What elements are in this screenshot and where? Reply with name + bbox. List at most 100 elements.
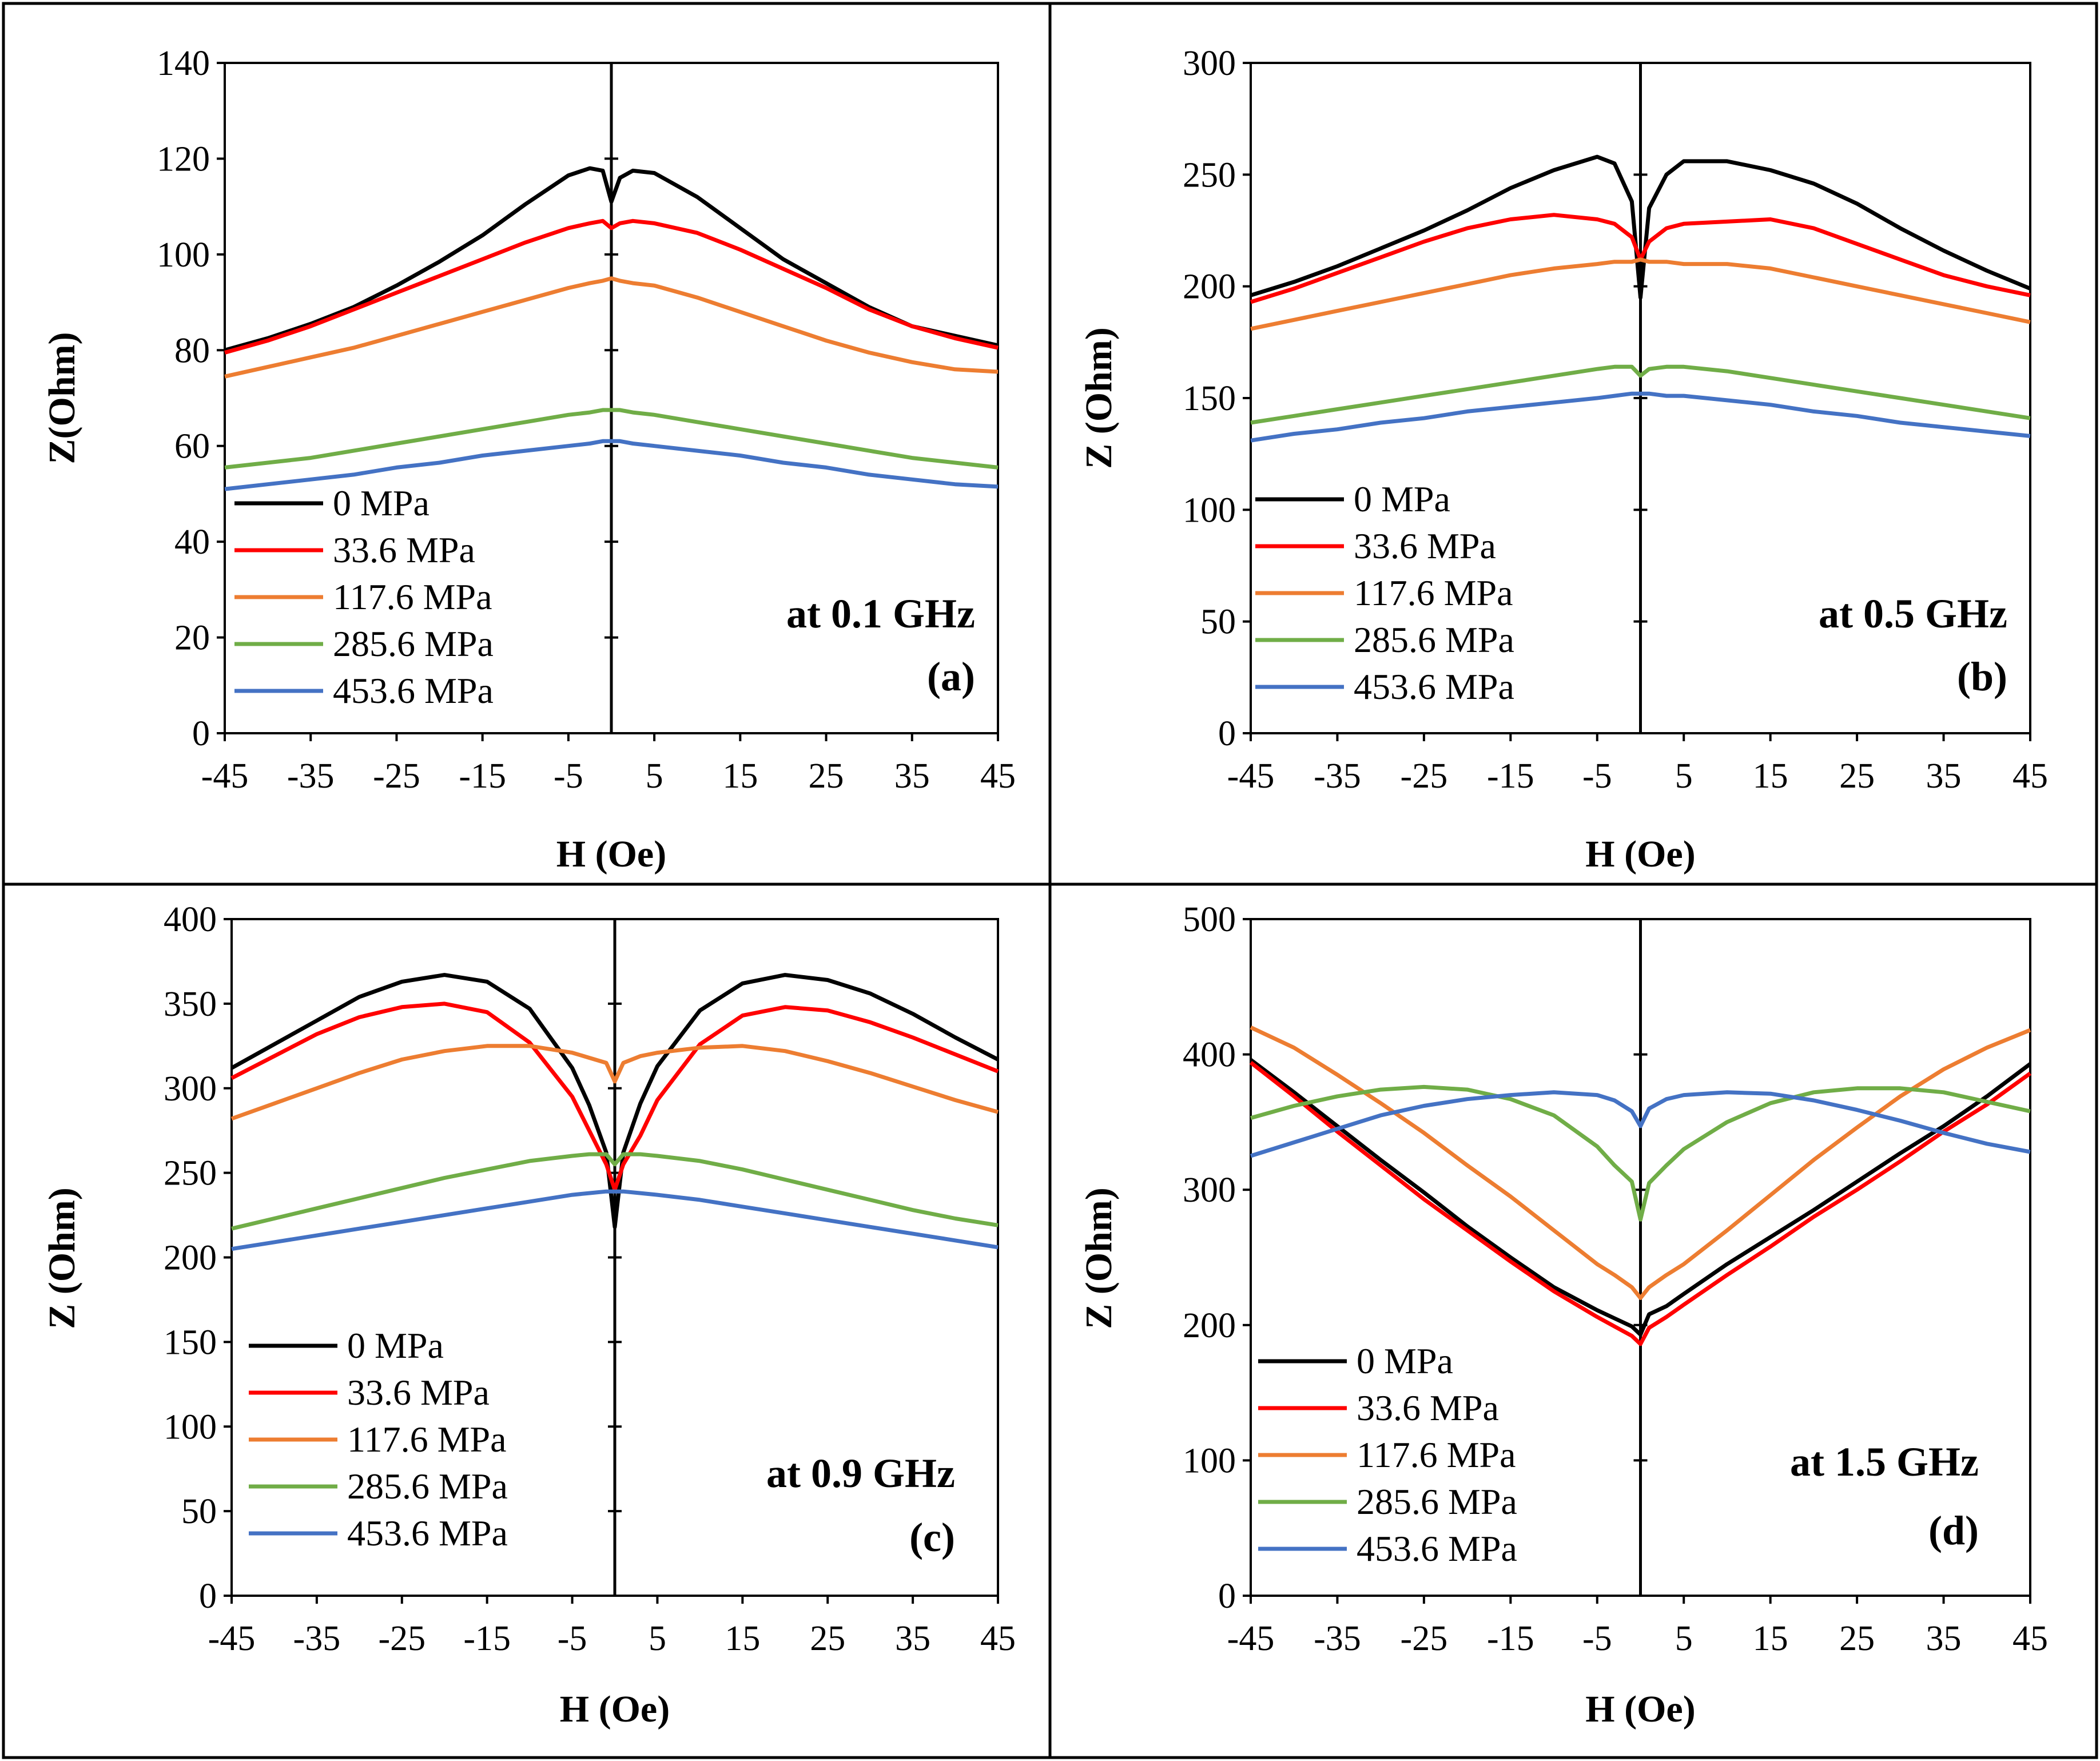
- x-axis-title: H (Oe): [1585, 1688, 1695, 1730]
- y-tick-label: 150: [1183, 379, 1236, 418]
- frequency-annotation: at 1.5 GHz: [1790, 1439, 1979, 1485]
- x-tick-label: 15: [1753, 757, 1788, 796]
- y-tick-label: 400: [1183, 1036, 1236, 1075]
- y-tick-label: 300: [164, 1070, 217, 1108]
- x-tick-label: 45: [2012, 757, 2048, 796]
- legend-label: 285.6 MPa: [333, 623, 494, 664]
- y-axis-title: Z(Ohm): [41, 332, 83, 464]
- frequency-annotation: at 0.9 GHz: [766, 1450, 955, 1496]
- chart-panel-1: 0 20 40 60 80 100 120 140 -45 -35 -25 -15 -5 5 15 25 35 4…: [41, 44, 1016, 875]
- chart-panel-4: 0 100 200 300 400 500 -45 -35 -25 -15 -5 5 15 25 35 45 H…: [1078, 900, 2048, 1730]
- y-tick-label: 400: [164, 900, 217, 939]
- legend-label: 117.6 MPa: [333, 577, 492, 617]
- x-tick-label: -25: [373, 757, 420, 796]
- y-tick-label: 500: [1183, 900, 1236, 939]
- series-line-117-6-mpa: [224, 276, 999, 379]
- y-tick-label: 0: [1218, 1577, 1236, 1616]
- chart-panel-2: 0 50 100 150 200 250 300 -45 -35 -25 -15 -5 5 15 25 35 4…: [1078, 44, 2048, 875]
- x-tick-label: -15: [459, 757, 506, 796]
- x-tick-label: 45: [980, 1619, 1016, 1658]
- legend-label: 453.6 MPa: [1357, 1528, 1517, 1569]
- y-tick-label: 200: [164, 1239, 217, 1278]
- x-tick-label: 35: [1926, 757, 1962, 796]
- y-tick-label: 50: [1200, 603, 1236, 642]
- x-tick-label: 15: [722, 757, 758, 796]
- legend: 0 MPa 33.6 MPa 117.6 MPa 285.6 MPa 453.6 MPa: [1255, 479, 1514, 707]
- y-tick-label: 140: [157, 44, 210, 83]
- x-tick-label: -45: [201, 757, 249, 796]
- y-tick-label: 300: [1183, 1171, 1236, 1210]
- panel-label: (c): [909, 1514, 955, 1560]
- y-tick-label: 300: [1183, 44, 1236, 83]
- legend: 0 MPa 33.6 MPa 117.6 MPa 285.6 MPa 453.6 MPa: [249, 1325, 508, 1553]
- legend-label: 33.6 MPa: [347, 1372, 490, 1413]
- x-tick-label: -45: [1227, 757, 1275, 796]
- y-tick-label: 200: [1183, 268, 1236, 307]
- y-axis-title: Z (Ohm): [41, 1187, 83, 1329]
- series-line-285-6-mpa: [224, 408, 999, 470]
- x-tick-label: -25: [378, 1619, 425, 1658]
- y-tick-label: 350: [164, 985, 217, 1024]
- x-tick-label: 15: [1753, 1619, 1788, 1658]
- y-tick-label: 150: [164, 1323, 217, 1362]
- legend-label: 0 MPa: [333, 483, 429, 523]
- x-tick-label: 35: [894, 757, 930, 796]
- series-line-0-mpa: [224, 166, 999, 352]
- x-tick-label: -5: [1582, 757, 1612, 796]
- x-tick-label: 25: [809, 757, 844, 796]
- x-tick-label: -35: [287, 757, 335, 796]
- y-tick-label: 250: [164, 1154, 217, 1193]
- x-tick-label: 35: [1926, 1619, 1962, 1658]
- series-line-285-6-mpa: [231, 1152, 999, 1231]
- x-tick-label: -45: [1227, 1619, 1275, 1658]
- series-line-453-6-mpa: [231, 1189, 999, 1251]
- series-line-117-6-mpa: [230, 1044, 999, 1121]
- legend-label: 117.6 MPa: [347, 1419, 507, 1460]
- series-line-33-6-mpa: [1249, 1061, 2032, 1346]
- series-line-453-6-mpa: [1250, 1090, 2031, 1158]
- x-tick-label: -5: [1582, 1619, 1612, 1658]
- legend-label: 285.6 MPa: [347, 1466, 508, 1506]
- y-tick-label: 0: [199, 1577, 217, 1616]
- panel-label: (b): [1957, 654, 2007, 699]
- y-axis-title: Z (Ohm): [1078, 1187, 1120, 1329]
- y-tick-label: 250: [1183, 156, 1236, 194]
- x-tick-label: 5: [1675, 1619, 1693, 1658]
- series-line-0-mpa: [1249, 1058, 2032, 1337]
- y-tick-label: 0: [1218, 714, 1236, 753]
- x-tick-label: 5: [1675, 757, 1693, 796]
- y-tick-label: 100: [1183, 491, 1236, 530]
- x-axis-title: H (Oe): [1585, 833, 1695, 875]
- y-tick-label: 40: [174, 523, 210, 562]
- series-line-0-mpa: [230, 973, 999, 1229]
- y-axis-title: Z (Ohm): [1078, 327, 1120, 469]
- legend: 0 MPa 33.6 MPa 117.6 MPa 285.6 MPa 453.6 MPa: [1258, 1341, 1517, 1569]
- legend-label: 0 MPa: [1357, 1341, 1453, 1381]
- legend-label: 0 MPa: [347, 1325, 444, 1366]
- x-tick-label: -5: [554, 757, 583, 796]
- legend-label: 33.6 MPa: [333, 530, 475, 570]
- x-tick-label: 5: [646, 757, 663, 796]
- x-tick-label: 25: [1839, 757, 1875, 796]
- x-tick-label: 5: [649, 1619, 666, 1658]
- y-tick-label: 0: [192, 714, 210, 753]
- x-tick-label: 25: [1839, 1619, 1875, 1658]
- y-tick-label: 120: [157, 140, 210, 178]
- series-line-453-6-mpa: [1250, 391, 2031, 443]
- x-tick-label: 45: [980, 757, 1016, 796]
- legend-label: 285.6 MPa: [1357, 1481, 1517, 1522]
- legend-label: 33.6 MPa: [1357, 1388, 1499, 1428]
- frequency-annotation: at 0.5 GHz: [1819, 591, 2007, 637]
- x-tick-label: 25: [810, 1619, 845, 1658]
- x-tick-label: -35: [293, 1619, 341, 1658]
- x-axis-title: H (Oe): [556, 833, 666, 875]
- x-tick-label: -15: [463, 1619, 511, 1658]
- x-tick-label: -35: [1314, 757, 1361, 796]
- y-tick-label: 80: [174, 331, 210, 370]
- x-tick-label: 35: [895, 1619, 930, 1658]
- x-tick-label: -15: [1487, 757, 1534, 796]
- y-tick-label: 50: [181, 1492, 217, 1531]
- y-tick-label: 60: [174, 427, 210, 466]
- series-line-117-6-mpa: [1250, 257, 2031, 331]
